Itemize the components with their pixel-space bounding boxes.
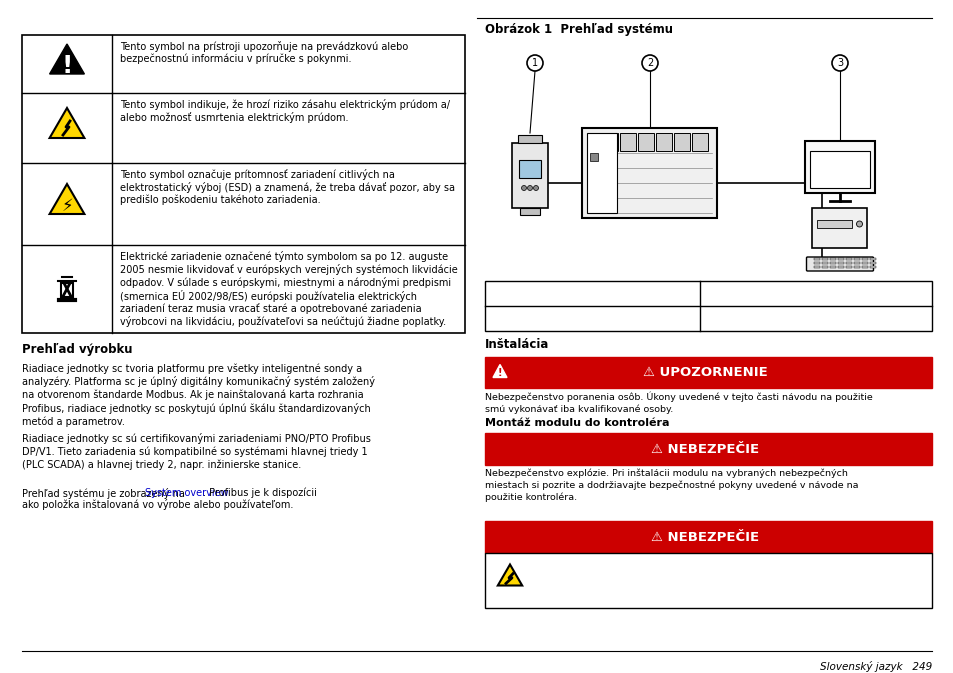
- Bar: [830, 266, 836, 268]
- Bar: [582, 128, 717, 218]
- Circle shape: [533, 186, 537, 190]
- Bar: [804, 141, 874, 193]
- Text: 1: 1: [532, 58, 537, 68]
- Bar: [814, 258, 820, 260]
- Text: ako položka inštalovaná vo výrobe alebo používateľom.: ako položka inštalovaná vo výrobe alebo …: [22, 499, 294, 510]
- Bar: [484, 521, 931, 553]
- Circle shape: [641, 55, 658, 71]
- Bar: [484, 433, 931, 465]
- Text: Tento symbol označuje prítomnosť zariadení citlivých na
elektrostatický výboj (E: Tento symbol označuje prítomnosť zariade…: [120, 169, 455, 205]
- Bar: [821, 262, 827, 264]
- Bar: [814, 262, 820, 264]
- Text: ⚠ NEBEZPEČIE: ⚠ NEBEZPEČIE: [650, 443, 759, 456]
- Bar: [869, 266, 876, 268]
- Text: Nebezpečenstvo explózie. Pri inštalácii modulu na vybraných nebezpečných
miestac: Nebezpečenstvo explózie. Pri inštalácii …: [484, 469, 858, 502]
- Bar: [484, 357, 931, 388]
- Bar: [519, 208, 539, 215]
- FancyBboxPatch shape: [805, 257, 873, 271]
- Bar: [854, 266, 860, 268]
- Polygon shape: [493, 365, 506, 378]
- Bar: [854, 258, 860, 260]
- Bar: [587, 133, 617, 213]
- Bar: [22, 35, 464, 333]
- Text: Inštalácia: Inštalácia: [484, 338, 549, 351]
- Bar: [830, 262, 836, 264]
- Bar: [838, 262, 843, 264]
- Text: 2: 2: [646, 58, 653, 68]
- Text: System overview: System overview: [145, 488, 229, 498]
- Circle shape: [527, 186, 532, 190]
- Bar: [590, 153, 598, 161]
- Bar: [619, 133, 636, 151]
- Polygon shape: [50, 44, 84, 74]
- Text: ⚠ UPOZORNENIE: ⚠ UPOZORNENIE: [642, 366, 766, 379]
- Bar: [809, 151, 869, 188]
- Bar: [869, 258, 876, 260]
- Bar: [61, 283, 73, 297]
- Polygon shape: [50, 108, 84, 138]
- Bar: [830, 258, 836, 260]
- Text: !: !: [61, 54, 72, 78]
- Bar: [838, 258, 843, 260]
- Bar: [821, 258, 827, 260]
- Circle shape: [526, 55, 542, 71]
- Bar: [869, 262, 876, 264]
- Bar: [862, 262, 867, 264]
- Text: Slovenský jazyk   249: Slovenský jazyk 249: [819, 661, 931, 672]
- Bar: [602, 133, 618, 151]
- Text: Tento symbol na prístroji upozorňuje na prevádzkovú alebo
bezpečnostnú informáci: Tento symbol na prístroji upozorňuje na …: [120, 41, 408, 64]
- Bar: [518, 160, 540, 178]
- Bar: [862, 258, 867, 260]
- Circle shape: [831, 55, 847, 71]
- Bar: [817, 220, 852, 228]
- Bar: [512, 143, 547, 208]
- Polygon shape: [497, 565, 521, 586]
- Text: Riadiace jednotky sc sú certifikovanými zariadeniami PNO/PTO Profibus
DP/V1. Tie: Riadiace jednotky sc sú certifikovanými …: [22, 433, 371, 470]
- Bar: [845, 262, 852, 264]
- Bar: [692, 133, 708, 151]
- Bar: [656, 133, 672, 151]
- Text: 3: 3: [836, 58, 842, 68]
- Bar: [838, 266, 843, 268]
- Text: Riadiace jednotky sc tvoria platformu pre všetky inteligentné sondy a
analyzéry.: Riadiace jednotky sc tvoria platformu pr…: [22, 363, 375, 427]
- Bar: [638, 133, 654, 151]
- Bar: [845, 266, 852, 268]
- Circle shape: [521, 186, 526, 190]
- Text: . Profibus je k dispozícii: . Profibus je k dispozícii: [203, 488, 316, 499]
- Circle shape: [856, 221, 862, 227]
- Text: Nebezpečenstvo poranenia osôb. Úkony uvedené v tejto časti návodu na použitie
sm: Nebezpečenstvo poranenia osôb. Úkony uve…: [484, 392, 872, 415]
- Bar: [484, 281, 931, 331]
- Bar: [517, 135, 541, 143]
- Bar: [814, 266, 820, 268]
- Text: ⚡: ⚡: [61, 197, 72, 215]
- Text: ⚠ NEBEZPEČIE: ⚠ NEBEZPEČIE: [650, 530, 759, 544]
- Text: !: !: [497, 369, 501, 378]
- Polygon shape: [50, 184, 84, 214]
- Bar: [845, 258, 852, 260]
- Text: 1  (Podriadený) sc kontrolér: 1 (Podriadený) sc kontrolér: [489, 285, 623, 296]
- Bar: [821, 266, 827, 268]
- Bar: [674, 133, 690, 151]
- Text: Nebezpečenstvo usmrtenia elektrickým prúdom. Pred prácou na
elektrických pripoje: Nebezpečenstvo usmrtenia elektrickým prú…: [539, 557, 846, 577]
- Text: Elektrické zariadenie označené týmto symbolom sa po 12. auguste
2005 nesmie likv: Elektrické zariadenie označené týmto sym…: [120, 251, 457, 327]
- Bar: [854, 262, 860, 264]
- Text: Prehľad výrobku: Prehľad výrobku: [22, 343, 132, 356]
- Bar: [862, 266, 867, 268]
- Text: 2  Programovateľný logický kontrolér
(Hlavná trieda 1): 2 Programovateľný logický kontrolér (Hla…: [489, 308, 669, 330]
- Text: Obrázok 1  Prehľad systému: Obrázok 1 Prehľad systému: [484, 23, 672, 36]
- Bar: [812, 208, 866, 248]
- Text: Tento symbol indikuje, že hrozí riziko zásahu elektrickým prúdom a/
alebo možnos: Tento symbol indikuje, že hrozí riziko z…: [120, 99, 450, 122]
- Text: Montáž modulu do kontroléra: Montáž modulu do kontroléra: [484, 418, 669, 428]
- Text: Prehľad systému je zobrazený na: Prehľad systému je zobrazený na: [22, 488, 188, 499]
- Bar: [484, 553, 931, 608]
- Text: 3  PC so softvérom (hlavná trieda 2
napr. PC obsahujúci kartu CP5611): 3 PC so softvérom (hlavná trieda 2 napr.…: [703, 285, 876, 307]
